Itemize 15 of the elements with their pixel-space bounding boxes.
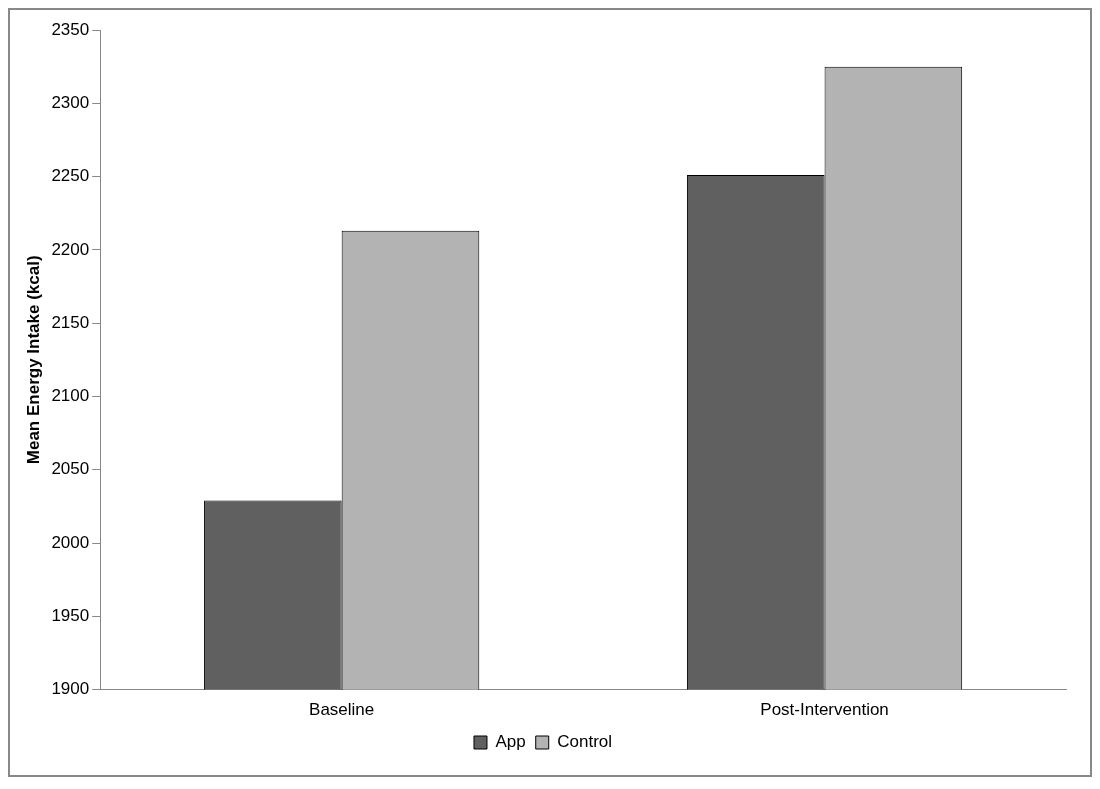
legend-label: App bbox=[495, 732, 526, 752]
y-axis-title: Mean Energy Intake (kcal) bbox=[23, 255, 43, 465]
y-tick-label: 2000 bbox=[51, 532, 90, 552]
x-tick-label: Post-Intervention bbox=[760, 700, 889, 720]
y-tick-label: 2100 bbox=[51, 386, 90, 406]
legend-label: Control bbox=[557, 732, 613, 752]
y-tick-label: 2200 bbox=[51, 239, 90, 259]
y-tick-label: 2350 bbox=[51, 19, 90, 39]
x-tick-label: Baseline bbox=[309, 700, 375, 720]
y-tick-label: 2150 bbox=[51, 312, 90, 332]
y-tick-label: 1950 bbox=[51, 606, 90, 625]
y-tick-label: 2300 bbox=[51, 92, 90, 112]
y-tick-label: 2250 bbox=[51, 166, 90, 186]
y-tick-label: 1900 bbox=[51, 679, 90, 699]
y-tick-label: 2050 bbox=[51, 459, 90, 479]
